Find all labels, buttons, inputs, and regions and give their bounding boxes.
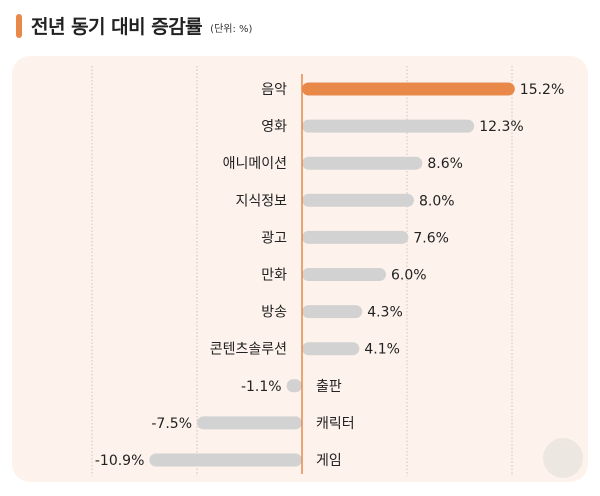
bar (302, 82, 515, 96)
value-label: -10.9% (95, 453, 145, 469)
value-label: 6.0% (391, 268, 427, 284)
bar (302, 156, 423, 170)
value-label: 7.6% (413, 230, 449, 246)
category-label: 방송 (261, 305, 287, 321)
category-label: 영화 (261, 119, 287, 135)
bar (149, 453, 302, 467)
bar (302, 268, 386, 281)
bar (302, 342, 360, 356)
category-label: 광고 (261, 230, 287, 246)
category-label: 출판 (316, 379, 342, 395)
value-label: 8.0% (419, 193, 455, 209)
title-accent-bar (16, 13, 22, 38)
category-label: 지식정보 (235, 193, 287, 209)
value-label: 15.2% (520, 82, 564, 98)
value-label: 4.3% (367, 305, 403, 321)
category-label: 캐릭터 (316, 416, 355, 432)
unit-label: (단위: %) (210, 24, 253, 35)
category-label: 만화 (261, 268, 287, 284)
bar (286, 379, 302, 393)
chart-header: 전년 동기 대비 증감률 (단위: %) (16, 12, 252, 39)
bar (197, 416, 302, 430)
bar (302, 305, 363, 319)
chart-title: 전년 동기 대비 증감률 (31, 16, 203, 38)
watermark-logo (543, 438, 583, 478)
value-label: 12.3% (479, 119, 523, 135)
category-label: 콘텐츠솔루션 (210, 342, 287, 358)
value-label: 4.1% (364, 342, 400, 358)
category-label: 애니메이션 (223, 156, 287, 172)
chart-panel (12, 56, 588, 482)
category-label: 음악 (261, 82, 287, 98)
value-label: -7.5% (151, 416, 192, 432)
bar (302, 193, 414, 207)
value-label: 8.6% (427, 156, 463, 172)
bar (302, 230, 409, 244)
bar (302, 119, 475, 133)
category-label: 게임 (316, 453, 342, 469)
value-label: -1.1% (241, 379, 282, 395)
